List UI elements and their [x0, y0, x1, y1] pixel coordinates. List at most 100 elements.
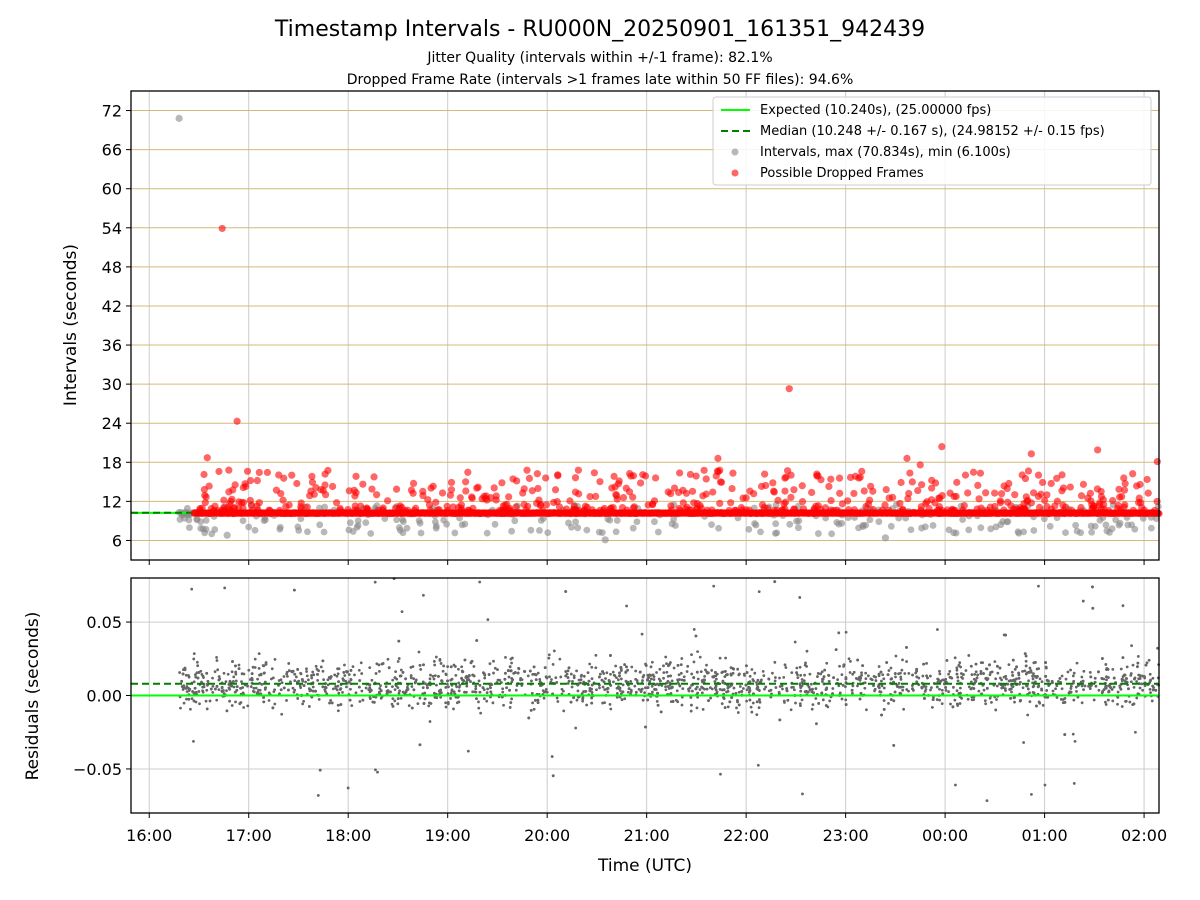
residual-point — [998, 676, 1002, 680]
residual-point — [314, 664, 318, 668]
dropped-frame-point — [447, 486, 456, 494]
residual-point — [206, 680, 210, 683]
dropped-frame-point — [370, 473, 378, 481]
residual-point — [301, 679, 305, 683]
residual-point — [197, 671, 201, 674]
residual-point — [211, 684, 215, 688]
residual-point — [827, 680, 831, 683]
residual-point — [507, 675, 511, 679]
residual-point — [579, 681, 582, 685]
residual-point — [360, 672, 364, 675]
dropped-frame-point — [253, 476, 261, 485]
residual-point — [852, 670, 856, 674]
residual-point — [227, 683, 231, 686]
residual-point — [501, 690, 505, 694]
residual-point — [958, 702, 962, 705]
residual-point — [731, 667, 735, 670]
residual-point — [712, 584, 716, 588]
residual-point — [200, 672, 204, 676]
residual-point — [1023, 652, 1027, 656]
residual-point — [409, 676, 413, 680]
residual-point — [246, 684, 249, 688]
residual-point — [1058, 677, 1062, 680]
residual-point — [483, 676, 487, 680]
interval-point — [362, 519, 370, 527]
residual-point — [396, 697, 400, 700]
residual-point — [565, 672, 569, 676]
residual-point — [836, 678, 839, 682]
residual-point — [429, 702, 433, 705]
residual-point — [974, 679, 978, 682]
residual-point — [967, 685, 971, 689]
residual-point — [831, 687, 835, 690]
residual-point — [304, 680, 308, 684]
residual-point — [882, 699, 886, 702]
dropped-frame-point — [1153, 458, 1161, 466]
residual-point — [258, 681, 262, 685]
residual-point — [1055, 696, 1059, 699]
residual-point — [938, 672, 942, 676]
interval-point — [1062, 529, 1069, 536]
residual-point — [802, 679, 806, 683]
residual-point — [232, 675, 236, 679]
residual-point — [605, 671, 609, 675]
residual-point — [552, 649, 556, 653]
interval-point — [959, 516, 967, 524]
residual-point — [689, 709, 693, 713]
residual-point — [720, 702, 724, 706]
residual-point — [1023, 669, 1027, 673]
residual-point — [234, 679, 238, 683]
dropped-frame-point — [427, 484, 435, 492]
residual-point — [257, 652, 261, 656]
residual-point — [530, 679, 533, 683]
interval-point — [929, 522, 937, 529]
residual-point — [894, 675, 897, 679]
bottom-x-tick-label: 17:00 — [226, 826, 272, 845]
dropped-frame-point — [709, 488, 717, 496]
residual-point — [685, 670, 689, 673]
residual-point — [1136, 665, 1139, 669]
top-y-tick-label: 54 — [102, 219, 122, 238]
residual-point — [421, 680, 425, 684]
residual-point — [955, 668, 959, 672]
residual-point — [615, 695, 619, 699]
residual-point — [396, 702, 400, 706]
residual-point — [1089, 675, 1093, 679]
residual-point — [1010, 690, 1013, 694]
residual-point — [433, 674, 437, 678]
dropped-frame-point — [714, 454, 722, 462]
residual-point — [665, 670, 669, 674]
residual-point — [619, 669, 623, 672]
residual-point — [220, 689, 224, 693]
residual-point — [228, 687, 232, 691]
residual-point — [1051, 689, 1055, 693]
residual-point — [783, 701, 786, 704]
residual-point — [422, 702, 426, 705]
residual-point — [1148, 679, 1152, 683]
residual-point — [444, 705, 448, 709]
residual-point — [726, 705, 730, 709]
residual-point — [446, 665, 450, 669]
residual-point — [1116, 690, 1120, 694]
residual-point — [502, 703, 505, 707]
interval-point — [1088, 528, 1096, 536]
residual-point — [860, 673, 863, 677]
residual-point — [1007, 663, 1011, 667]
residual-point — [745, 671, 749, 674]
residual-point — [760, 678, 763, 682]
residual-point — [296, 667, 300, 671]
dropped-frame-point — [860, 487, 868, 495]
residual-point — [196, 664, 200, 668]
dropped-frame-point — [220, 496, 228, 504]
residual-point — [870, 678, 874, 682]
residual-point — [230, 670, 234, 674]
residual-point — [995, 664, 999, 668]
interval-point — [1102, 521, 1110, 529]
interval-point — [1073, 527, 1081, 535]
residual-point — [1138, 686, 1142, 690]
residual-point — [695, 670, 699, 674]
residual-point — [457, 681, 461, 685]
residual-point — [317, 698, 321, 701]
residual-point — [701, 686, 705, 690]
dropped-frame-point — [982, 489, 990, 497]
